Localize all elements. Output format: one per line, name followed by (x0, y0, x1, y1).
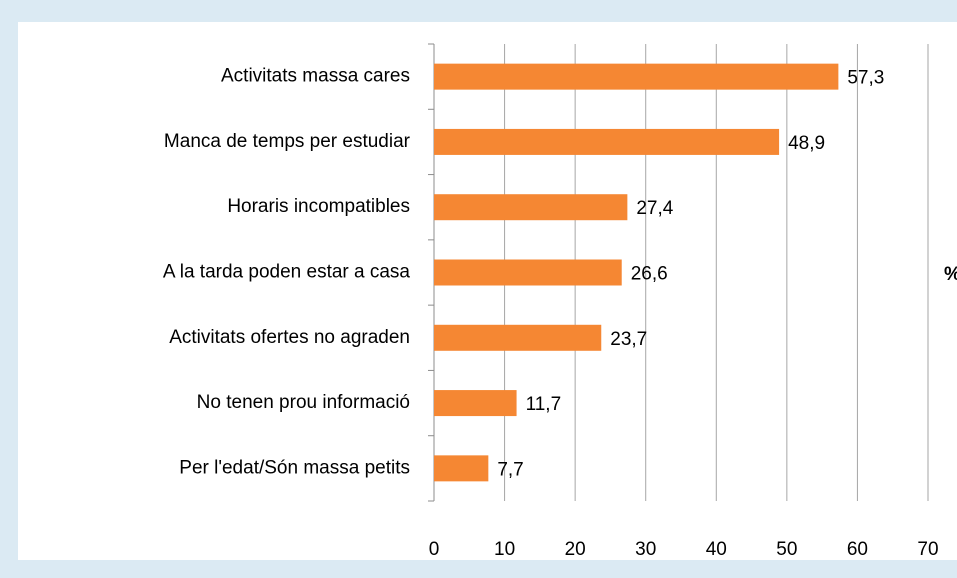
y-tick-label: No tenen prou informació (197, 392, 410, 413)
x-tick-label: 20 (565, 539, 586, 560)
data-label: 23,7 (610, 329, 647, 350)
x-tick-label: 60 (847, 539, 868, 560)
x-tick-label: 50 (776, 539, 797, 560)
bar (434, 324, 602, 351)
bar (434, 455, 489, 482)
y-tick-label: Manca de temps per estudiar (164, 131, 411, 152)
y-tick-label: A la tarda poden estar a casa (163, 262, 411, 283)
bar (434, 194, 628, 221)
data-label: 26,6 (631, 264, 668, 285)
x-axis-label: % (944, 264, 957, 285)
data-label: 27,4 (636, 198, 673, 219)
x-tick-label: 30 (635, 539, 656, 560)
data-label: 48,9 (788, 133, 825, 154)
y-tick-label: Horaris incompatibles (227, 196, 410, 217)
y-tick-label: Activitats ofertes no agraden (169, 327, 410, 348)
x-tick-label: 70 (917, 539, 938, 560)
y-tick-label: Activitats massa cares (221, 66, 410, 87)
data-label: 7,7 (497, 459, 523, 480)
data-label: 11,7 (526, 394, 562, 415)
bar (434, 128, 780, 155)
bar (434, 259, 622, 286)
x-tick-label: 10 (494, 539, 515, 560)
x-tick-label: 40 (706, 539, 727, 560)
y-tick-label: Per l'edat/Són massa petits (179, 457, 410, 478)
data-label: 57,3 (847, 68, 884, 89)
bar (434, 390, 517, 417)
x-tick-label: 0 (429, 539, 440, 560)
bar (434, 63, 839, 90)
